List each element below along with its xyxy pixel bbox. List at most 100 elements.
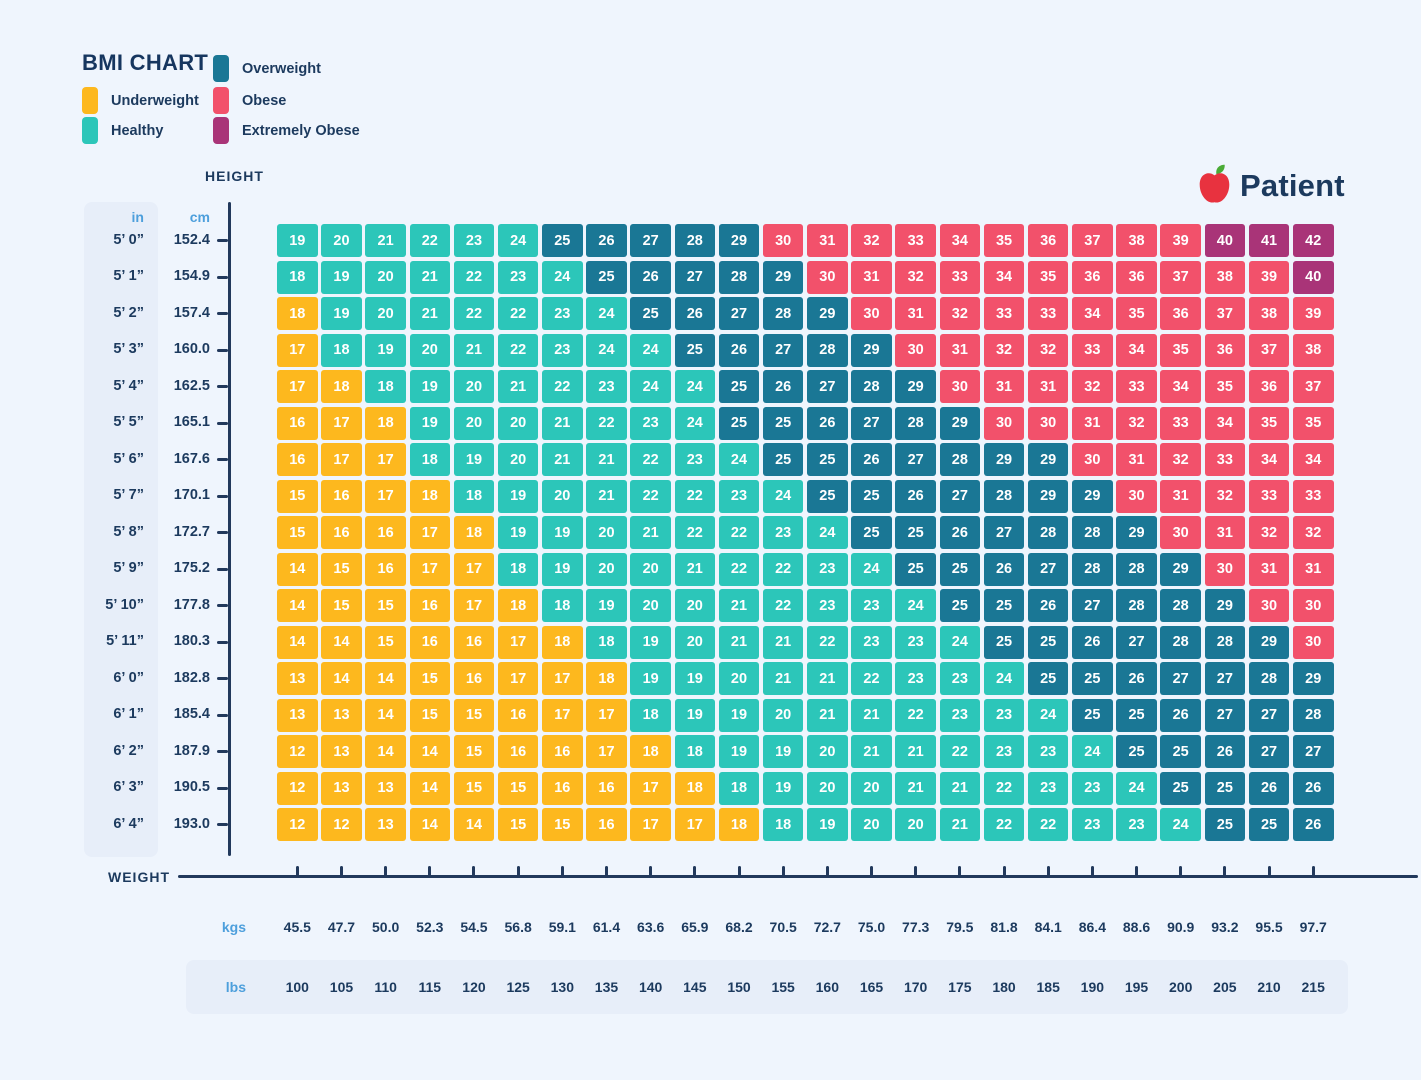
bmi-cell: 21 bbox=[895, 735, 936, 768]
bmi-cell: 25 bbox=[895, 516, 936, 549]
bmi-cell: 15 bbox=[409, 662, 451, 695]
kgs-value: 75.0 bbox=[857, 919, 886, 935]
height-ft-label: 5’ 6” bbox=[113, 450, 144, 467]
bmi-cell: 37 bbox=[1160, 260, 1201, 294]
bmi-cell: 36 bbox=[1072, 260, 1113, 294]
bmi-cell: 14 bbox=[365, 735, 406, 768]
kgs-value: 45.5 bbox=[283, 919, 311, 935]
height-ft-label: 6’ 3” bbox=[113, 779, 144, 795]
bmi-cell: 21 bbox=[851, 735, 892, 768]
bmi-cell: 25 bbox=[630, 297, 671, 330]
bmi-cell: 29 bbox=[895, 370, 936, 403]
lbs-value: 135 bbox=[594, 979, 619, 995]
height-tick-mark bbox=[217, 494, 228, 498]
bmi-cell: 17 bbox=[542, 662, 583, 695]
bmi-cell: 23 bbox=[453, 224, 495, 257]
bmi-cell: 25 bbox=[1160, 735, 1201, 768]
height-tick-mark bbox=[217, 713, 228, 717]
bmi-cell: 24 bbox=[851, 552, 892, 586]
bmi-cell: 19 bbox=[497, 479, 539, 513]
bmi-cell: 26 bbox=[807, 406, 848, 440]
apple-icon bbox=[1199, 164, 1230, 203]
bmi-cell: 31 bbox=[939, 333, 981, 367]
height-ft-label: 6’ 1” bbox=[113, 706, 144, 722]
bmi-cell: 25 bbox=[1116, 698, 1157, 732]
lbs-value: 105 bbox=[329, 979, 354, 995]
bmi-cell: 22 bbox=[851, 662, 892, 695]
bmi-cell: 23 bbox=[983, 698, 1025, 732]
bmi-cell: 29 bbox=[1027, 479, 1069, 513]
bmi-cell: 20 bbox=[453, 370, 495, 403]
bmi-cell: 20 bbox=[630, 589, 671, 622]
height-ft-label: 6’ 0” bbox=[113, 669, 144, 686]
bmi-cell: 27 bbox=[1160, 662, 1201, 695]
height-ft-label: 6’ 4” bbox=[113, 815, 144, 832]
height-cm-label: 167.6 bbox=[173, 450, 210, 467]
legend-label-healthy: Healthy bbox=[111, 122, 164, 139]
bmi-cell: 26 bbox=[939, 516, 981, 549]
bmi-cell: 33 bbox=[983, 297, 1025, 330]
bmi-cell: 28 bbox=[983, 479, 1025, 513]
lbs-value: 145 bbox=[683, 979, 707, 995]
bmi-cell: 21 bbox=[497, 370, 539, 403]
bmi-cell: 16 bbox=[497, 698, 539, 732]
height-tick-mark bbox=[217, 385, 228, 388]
bmi-cell: 16 bbox=[453, 662, 495, 695]
bmi-cell: 35 bbox=[983, 224, 1025, 257]
bmi-cell: 31 bbox=[1248, 552, 1290, 586]
weight-axis-line bbox=[178, 875, 1418, 878]
bmi-cell: 18 bbox=[321, 333, 362, 367]
height-tick-mark bbox=[217, 677, 228, 680]
height-cm-label: 187.9 bbox=[173, 742, 210, 759]
bmi-cell: 19 bbox=[277, 224, 318, 257]
weight-tick-mark bbox=[384, 866, 388, 876]
bmi-cell: 34 bbox=[1160, 370, 1201, 403]
bmi-cell: 30 bbox=[1204, 552, 1246, 586]
bmi-cell: 33 bbox=[1027, 297, 1069, 330]
lbs-value: 165 bbox=[859, 979, 884, 995]
height-cm-label: 190.5 bbox=[173, 779, 210, 795]
weight-tick-mark bbox=[472, 866, 476, 876]
bmi-cell: 25 bbox=[718, 406, 760, 440]
bmi-cell: 24 bbox=[674, 406, 716, 440]
bmi-cell: 21 bbox=[674, 552, 716, 586]
kgs-value: 90.9 bbox=[1167, 919, 1195, 935]
height-ft-label: 5’ 4” bbox=[113, 377, 144, 394]
bmi-cell: 33 bbox=[1248, 479, 1290, 513]
bmi-cell: 22 bbox=[983, 808, 1025, 841]
bmi-cell: 17 bbox=[497, 625, 539, 659]
bmi-cell: 14 bbox=[321, 625, 362, 659]
bmi-cell: 33 bbox=[895, 224, 936, 257]
bmi-cell: 28 bbox=[939, 443, 981, 476]
bmi-cell: 17 bbox=[586, 735, 627, 768]
bmi-cell: 34 bbox=[1204, 406, 1246, 440]
bmi-cell: 23 bbox=[939, 662, 981, 695]
lbs-value: 130 bbox=[550, 979, 574, 995]
bmi-cell: 13 bbox=[321, 771, 362, 805]
bmi-cell: 25 bbox=[939, 552, 981, 586]
bmi-cell: 19 bbox=[630, 625, 671, 659]
bmi-cell: 19 bbox=[542, 516, 583, 549]
height-cm-label: 175.2 bbox=[173, 560, 210, 576]
bmi-cell: 14 bbox=[277, 625, 318, 659]
bmi-cell: 42 bbox=[1292, 224, 1334, 257]
height-tick-mark bbox=[217, 750, 228, 753]
bmi-cell: 37 bbox=[1292, 370, 1334, 403]
bmi-cell: 25 bbox=[1248, 808, 1290, 841]
kgs-value: 72.7 bbox=[813, 919, 841, 935]
bmi-cell: 19 bbox=[630, 662, 671, 695]
bmi-cell: 34 bbox=[939, 224, 981, 257]
cm-column-header: cm bbox=[189, 209, 210, 225]
bmi-cell: 29 bbox=[1248, 625, 1290, 659]
bmi-cell: 23 bbox=[718, 479, 760, 513]
healthy-swatch-icon bbox=[82, 117, 98, 144]
bmi-cell: 25 bbox=[1072, 698, 1113, 732]
kgs-value: 88.6 bbox=[1122, 919, 1151, 935]
bmi-cell: 26 bbox=[851, 443, 892, 476]
bmi-cell: 35 bbox=[1248, 406, 1290, 440]
bmi-cell: 17 bbox=[630, 808, 671, 841]
bmi-cell: 15 bbox=[365, 625, 406, 659]
bmi-cell: 33 bbox=[1204, 443, 1246, 476]
height-cm-label: 172.7 bbox=[173, 523, 210, 540]
height-cm-label: 180.3 bbox=[173, 633, 210, 649]
